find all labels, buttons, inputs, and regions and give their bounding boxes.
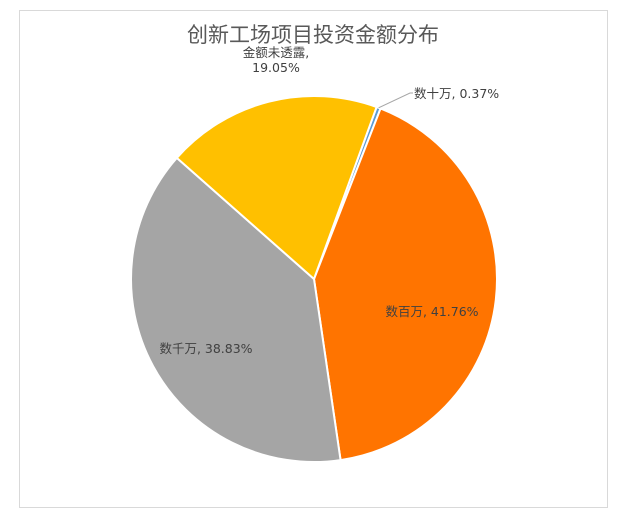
data-label-3: 金额未透露, 19.05%: [243, 45, 309, 75]
data-label-1: 数百万, 41.76%: [385, 304, 478, 319]
leader-line-0: [378, 92, 413, 109]
pie-data-labels: 数十万, 0.37% 数百万, 41.76% 数千万, 38.83% 金额未透露, 19…: [159, 45, 499, 356]
pie-slice-1[interactable]: [313, 107, 498, 462]
pie-slices: [130, 95, 498, 463]
data-label-0: 数十万, 0.37%: [414, 86, 499, 101]
data-label-category: 金额未透露,: [243, 45, 309, 60]
data-label-percent: 19.05%: [252, 60, 300, 75]
data-label-2: 数千万, 38.83%: [159, 341, 252, 356]
leader-lines: [378, 92, 413, 109]
pie-slice-2[interactable]: [130, 156, 342, 463]
pie-slice-3[interactable]: [175, 95, 378, 280]
chart-title: 创新工场项目投资金额分布: [187, 23, 439, 47]
